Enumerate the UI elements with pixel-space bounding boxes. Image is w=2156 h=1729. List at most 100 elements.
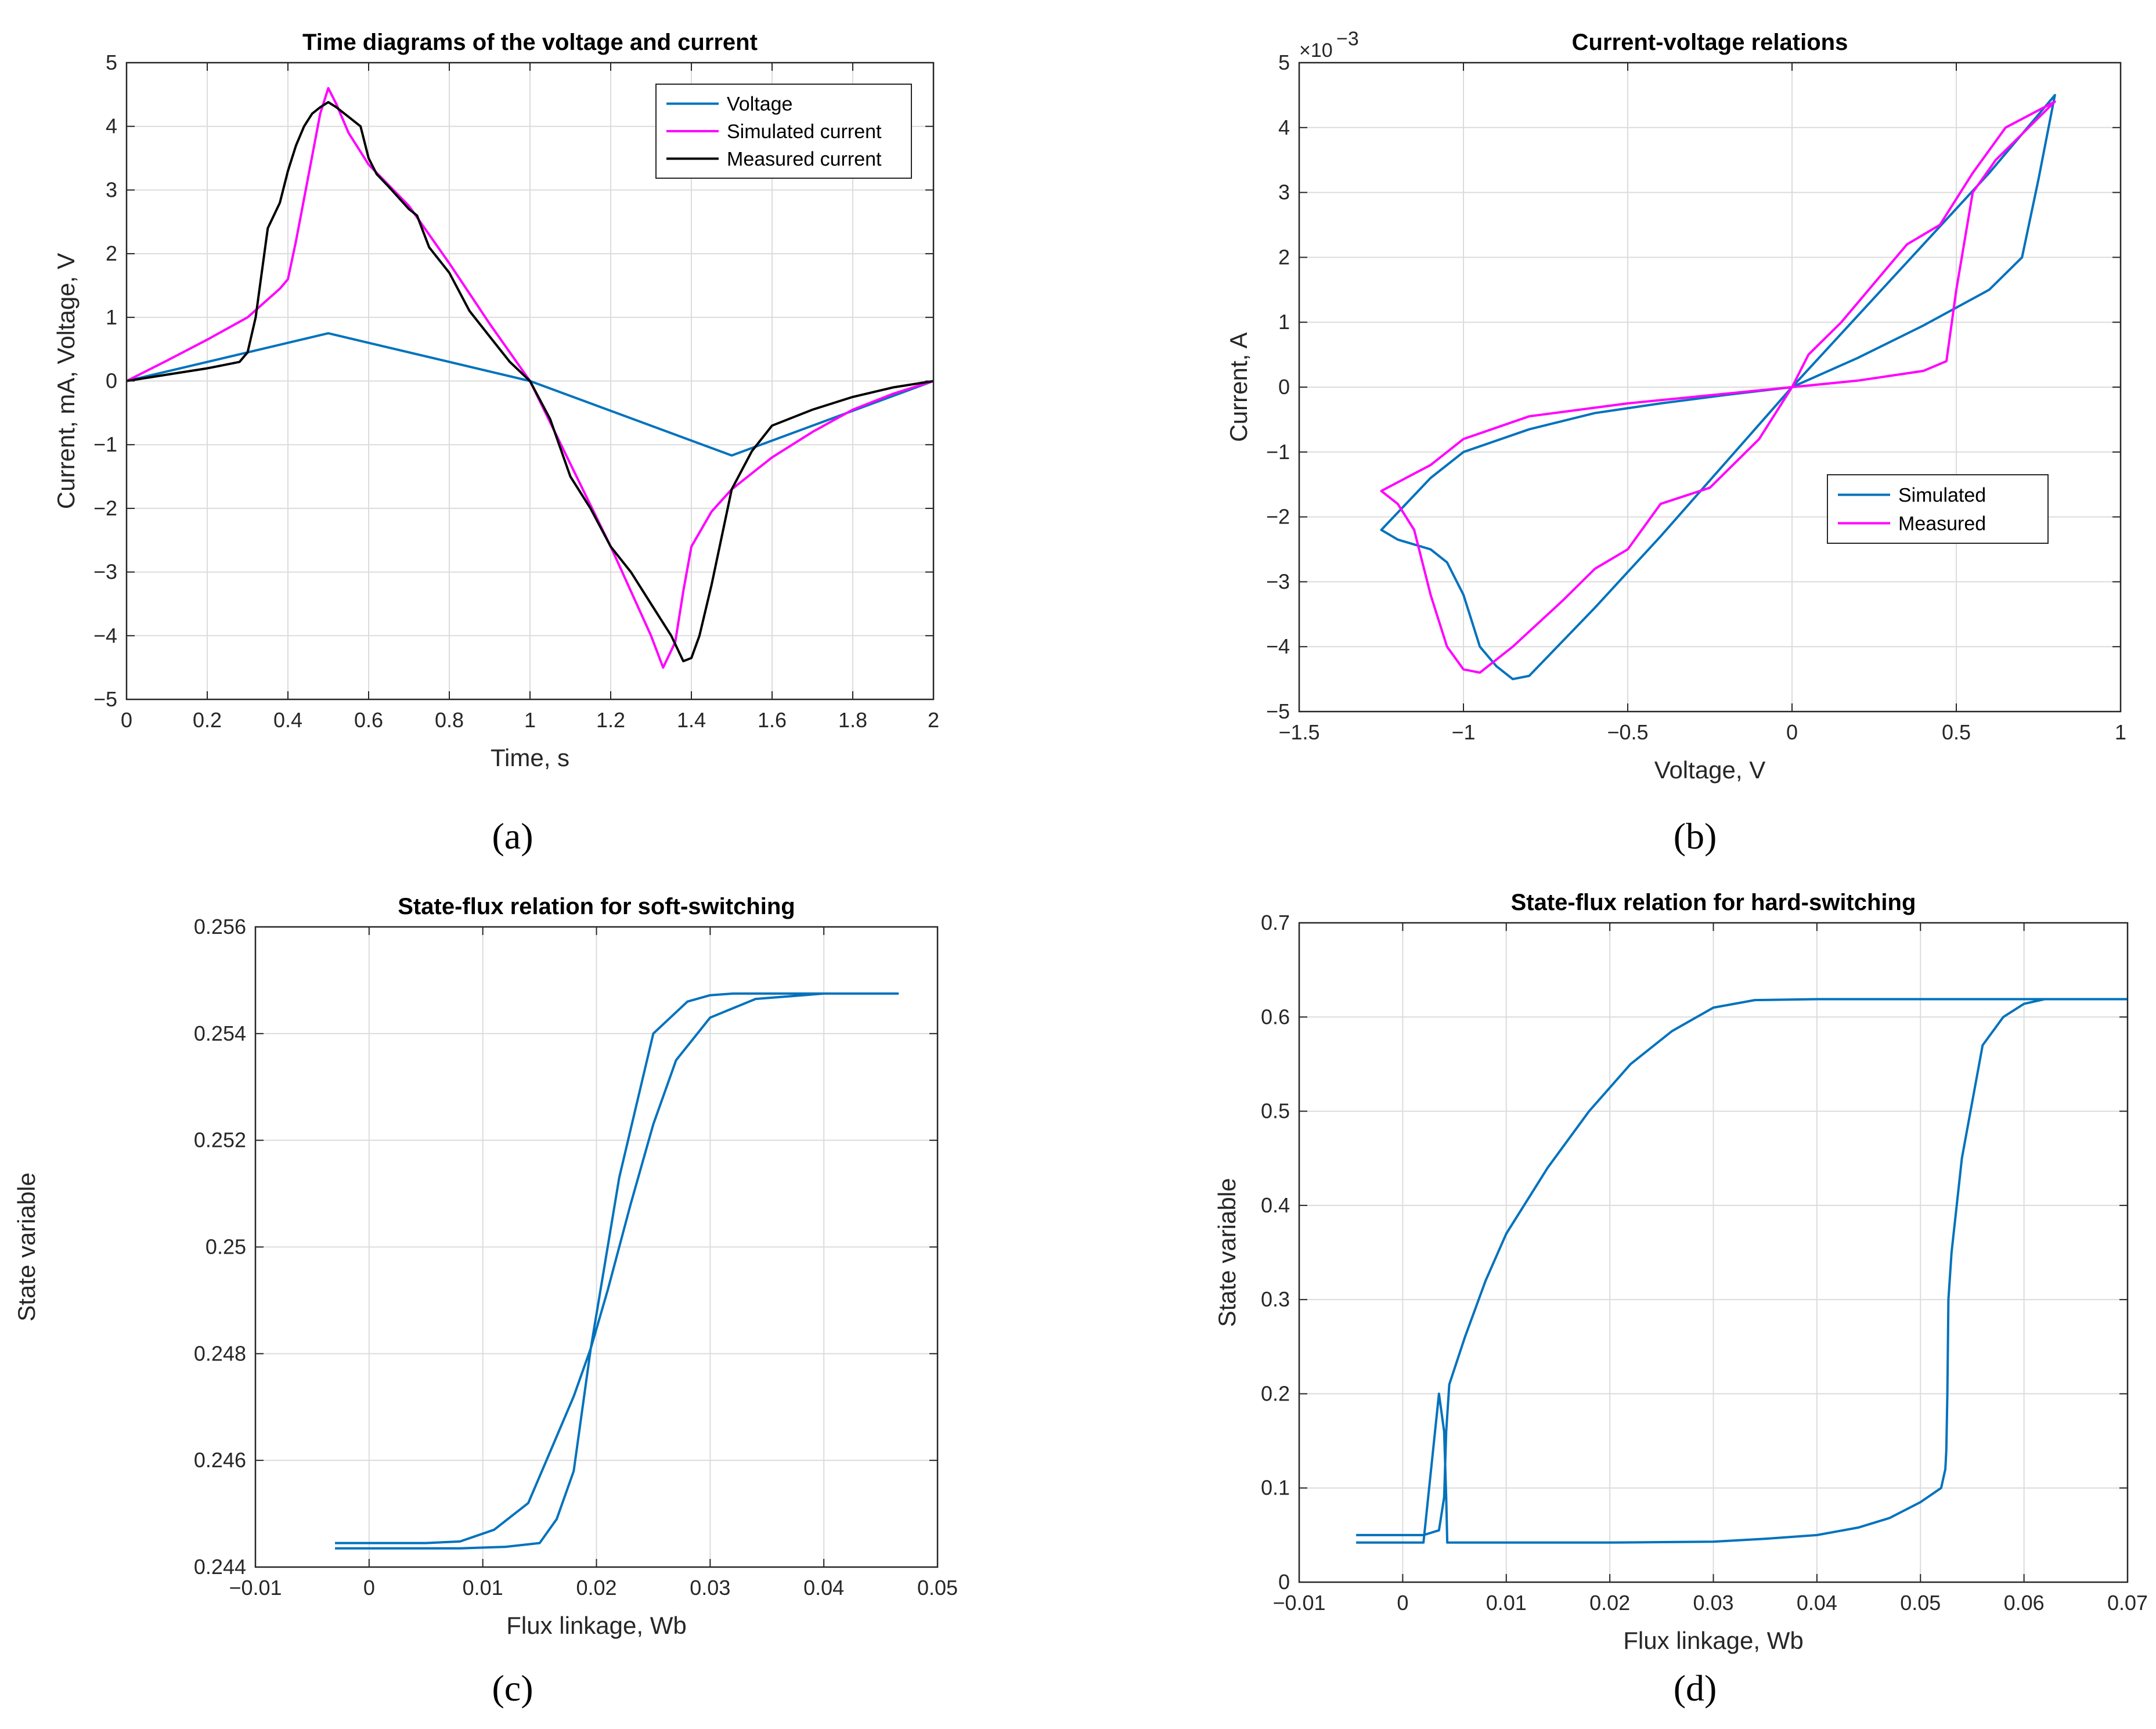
x-tick-label: 0.03	[690, 1576, 730, 1600]
y-tick-label: 0.7	[1261, 911, 1290, 934]
chart-panel-d: −0.01 0 0.01 0.02 0.03 0.04 0.05 0.06 0.0700.10.…	[1213, 890, 2148, 1709]
x-tick-label: 0.07	[2107, 1591, 2148, 1615]
y-tick-label: 0.254	[194, 1021, 246, 1045]
y-tick-label: 0.6	[1261, 1005, 1290, 1028]
x-tick-label: 0	[1397, 1591, 1408, 1615]
chart-title: Time diagrams of the voltage and current	[302, 30, 758, 55]
y-tick-label: 0.1	[1261, 1476, 1290, 1500]
x-tick-label: 2	[928, 708, 939, 732]
x-tick-label: 0.4	[273, 708, 302, 732]
series-line-simulated	[1380, 93, 2056, 681]
x-tick-label: 1.2	[596, 708, 625, 732]
x-tick-label: −0.01	[229, 1576, 282, 1600]
y-tick-label: 4	[106, 114, 117, 138]
panel-caption: (d)	[1674, 1667, 1717, 1709]
y-exponent-power: −3	[1336, 28, 1359, 50]
x-tick-label: 0.04	[803, 1576, 844, 1600]
x-tick-label: 0.6	[354, 708, 383, 732]
x-tick-label: 0	[1786, 720, 1798, 744]
y-exponent-label: ×10	[1299, 39, 1333, 62]
x-tick-label: −1	[1451, 720, 1475, 744]
y-axis-label: State variable	[13, 1172, 40, 1322]
y-axis-label: Current, A	[1225, 332, 1252, 442]
legend-entry-label: Simulated current	[727, 121, 882, 143]
y-tick-label: −3	[1266, 569, 1290, 593]
x-tick-label: 0.06	[2004, 1591, 2045, 1615]
x-tick-label: 0.8	[435, 708, 464, 732]
y-tick-label: 0.246	[194, 1448, 246, 1472]
x-tick-label: 0.5	[1942, 720, 1971, 744]
x-tick-label: 1	[2115, 720, 2126, 744]
x-tick-label: 0.03	[1693, 1591, 1733, 1615]
y-tick-label: 1	[1278, 310, 1290, 334]
x-tick-label: 0.05	[1900, 1591, 1941, 1615]
y-tick-label: 0.256	[194, 915, 246, 939]
x-tick-label: 0.2	[193, 708, 222, 732]
series-line-hard-switching-loop	[1356, 998, 2128, 1544]
x-tick-label: 1.6	[758, 708, 787, 732]
x-tick-label: 0	[121, 708, 132, 732]
y-tick-label: 0.5	[1261, 1099, 1290, 1123]
y-tick-label: 0.252	[194, 1128, 246, 1152]
y-tick-label: 0.4	[1261, 1193, 1290, 1217]
y-axis-label: State variable	[1213, 1178, 1241, 1327]
panel-caption: (b)	[1674, 815, 1717, 857]
y-tick-label: 1	[106, 305, 117, 329]
legend-entry-label: Measured current	[727, 148, 882, 170]
legend-entry-label: Simulated	[1898, 485, 1986, 507]
y-tick-label: 3	[106, 178, 117, 201]
y-tick-label: 0.244	[194, 1555, 246, 1579]
y-tick-label: 3	[1278, 181, 1290, 204]
y-tick-label: −2	[1266, 505, 1290, 529]
x-tick-label: 0.02	[576, 1576, 616, 1600]
series-line-soft-switching-loop	[335, 992, 899, 1550]
y-tick-label: 5	[1278, 50, 1290, 74]
x-tick-label: 0.04	[1797, 1591, 1837, 1615]
series-line-measured-current	[127, 101, 933, 663]
y-tick-label: 0.248	[194, 1341, 246, 1365]
x-tick-label: 0.01	[463, 1576, 503, 1600]
x-tick-label: 0.02	[1589, 1591, 1630, 1615]
series-line-measured	[1380, 100, 2056, 674]
x-tick-label: −1.5	[1278, 720, 1319, 744]
y-tick-label: 0.3	[1261, 1287, 1290, 1311]
x-tick-label: 1.4	[677, 708, 706, 732]
y-tick-label: 0.2	[1261, 1381, 1290, 1405]
chart-panel-b: −1.5 −1 −0.5 0 0.5 1 −5 −4 −3 −2 −1 0 1 2 3 4 5 Current-v…	[1225, 28, 2126, 857]
y-tick-label: −5	[93, 687, 117, 711]
y-tick-label: 0	[1278, 1570, 1290, 1594]
y-tick-label: −1	[93, 432, 117, 456]
y-tick-label: 4	[1278, 115, 1290, 139]
chart-panel-c: −0.01 0 0.01 0.02 0.03 0.04 0.05 0.244 0.246 0.24…	[13, 894, 958, 1709]
y-tick-label: −4	[1266, 634, 1290, 658]
legend-box	[1827, 474, 2049, 544]
x-axis-label: Time, s	[491, 744, 569, 771]
y-tick-label: 2	[1278, 245, 1290, 269]
y-tick-label: −5	[1266, 699, 1290, 723]
x-tick-label: −0.01	[1272, 1591, 1325, 1615]
x-tick-label: 0.05	[917, 1576, 958, 1600]
x-tick-label: 0.01	[1486, 1591, 1527, 1615]
chart-title: State-flux relation for soft-switching	[398, 894, 795, 919]
y-tick-label: −4	[93, 623, 117, 647]
chart-title: Current-voltage relations	[1572, 30, 1848, 55]
x-tick-label: 1	[524, 708, 536, 732]
y-tick-label: 0	[106, 369, 117, 393]
y-tick-label: 0	[1278, 375, 1290, 399]
panel-caption: (a)	[492, 815, 533, 857]
x-tick-label: 1.8	[838, 708, 867, 732]
y-tick-label: 0.25	[205, 1235, 246, 1259]
chart-panel-a: 0 0.2 0.4 0.6 0.8 1 1.2 1.4 1.6 1.8 2 −5 −4 −3 −2 −1 0 1 2…	[52, 30, 939, 857]
y-tick-label: 2	[106, 241, 117, 265]
y-tick-label: 5	[106, 50, 117, 74]
y-tick-label: −2	[93, 496, 117, 520]
chart-title: State-flux relation for hard-switching	[1511, 890, 1916, 915]
x-tick-label: −0.5	[1607, 720, 1648, 744]
x-tick-label: 0	[363, 1576, 375, 1600]
y-tick-label: −1	[1266, 440, 1290, 464]
y-axis-label: Current, mA, Voltage, V	[52, 253, 80, 509]
x-axis-label: Flux linkage, Wb	[1623, 1627, 1803, 1654]
panel-caption: (c)	[492, 1667, 533, 1709]
x-axis-label: Voltage, V	[1654, 756, 1765, 784]
